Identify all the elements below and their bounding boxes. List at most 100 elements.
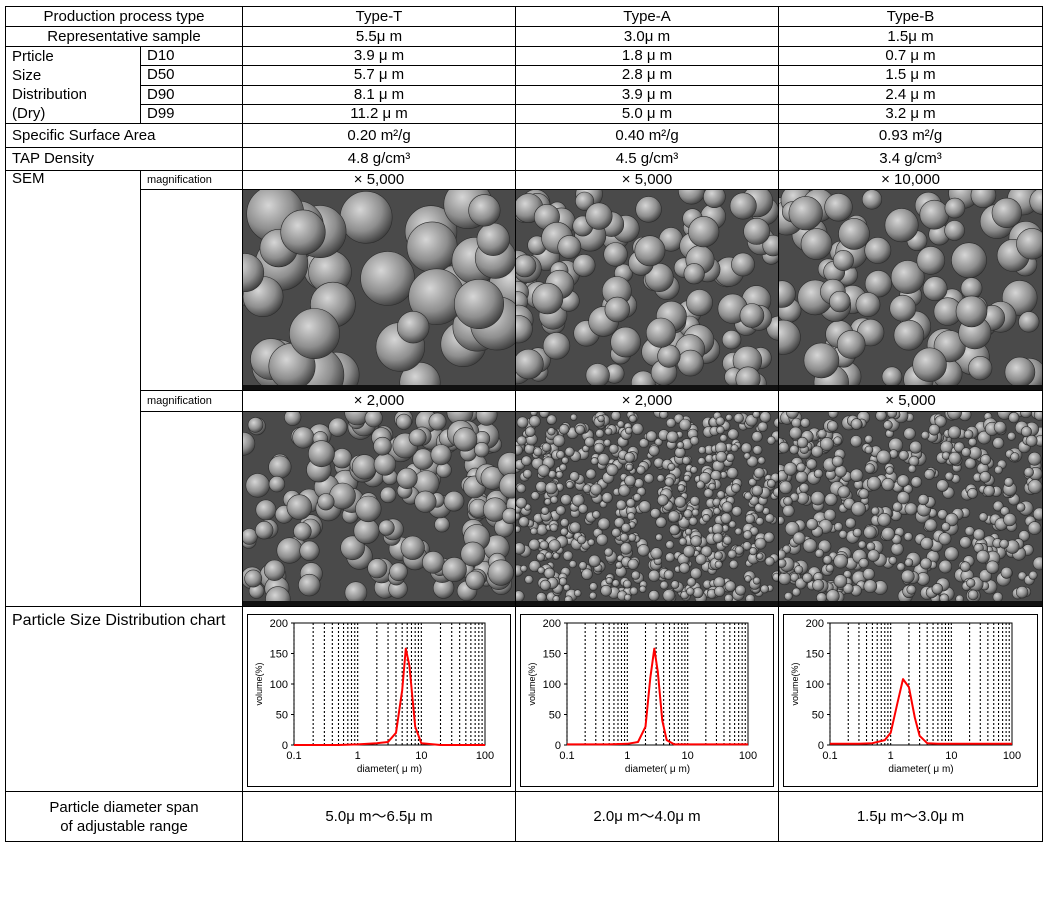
- magnification-value: × 2,000: [515, 390, 780, 412]
- ssa-value: 0.20 m²/g: [242, 123, 517, 148]
- chart-cell-type-b: 0 50 100 150 200 0.1 1 10 100 diameter( μ m) volum…: [778, 606, 1043, 792]
- span-value: 1.5μ m〜3.0μ m: [778, 791, 1043, 842]
- psd-chart-type-t: 0 50 100 150 200 0.1 1 10 100 diameter( μ m) volum…: [254, 618, 494, 775]
- magnification-value: × 2,000: [242, 390, 517, 412]
- x-tick-label: 100: [476, 750, 494, 762]
- magnification-value: × 5,000: [242, 170, 517, 190]
- y-tick-label: 100: [543, 679, 561, 691]
- y-tick-label: 100: [806, 679, 824, 691]
- sem-blank: [139, 189, 244, 391]
- sem-image-type-t-high: [242, 189, 517, 391]
- psd-value: 2.4 μ m: [778, 84, 1043, 105]
- x-tick-label: 0.1: [559, 750, 574, 762]
- y-tick-label: 200: [543, 618, 561, 630]
- psd-value: 0.7 μ m: [778, 45, 1043, 67]
- y-tick-label: 50: [276, 709, 288, 721]
- psd-value: 3.9 μ m: [515, 84, 780, 105]
- x-tick-label: 1: [888, 750, 894, 762]
- x-tick-label: 10: [682, 750, 694, 762]
- psd-row-label: D10: [139, 45, 244, 67]
- plot-frame: [829, 622, 1013, 745]
- ssa-value: 0.93 m²/g: [778, 123, 1043, 148]
- psd-row-label: D50: [139, 65, 244, 86]
- y-tick-label: 0: [555, 740, 561, 752]
- sem-blank: [139, 411, 244, 607]
- magnification-value: × 10,000: [778, 170, 1043, 190]
- plot-frame: [293, 622, 486, 745]
- y-axis-label: volume(%): [527, 662, 537, 705]
- psd-value: 3.9 μ m: [242, 45, 517, 67]
- y-tick-label: 150: [806, 648, 824, 660]
- sem-image-type-b-low: [778, 411, 1043, 607]
- sample-value: 1.5μ m: [778, 26, 1043, 47]
- sem-label: SEM: [5, 170, 141, 607]
- psd-group-line: Prticle: [12, 48, 54, 65]
- y-tick-label: 50: [812, 709, 824, 721]
- psd-value: 2.8 μ m: [515, 65, 780, 86]
- tap-value: 3.4 g/cm³: [778, 147, 1043, 171]
- sem-image-type-a-high: [515, 189, 780, 391]
- y-tick-label: 50: [549, 709, 561, 721]
- x-tick-label: 10: [945, 750, 957, 762]
- header-label: Production process type: [4, 6, 244, 27]
- x-tick-label: 100: [739, 750, 757, 762]
- spec-table: Production process type Type-T Type-A Ty…: [4, 6, 1043, 842]
- psd-group-line: Size: [12, 67, 42, 84]
- x-tick-label: 100: [1003, 750, 1021, 762]
- y-tick-label: 200: [806, 618, 824, 630]
- y-tick-label: 0: [282, 740, 288, 752]
- col-type-t: Type-T: [242, 6, 517, 27]
- y-tick-label: 150: [543, 648, 561, 660]
- psd-value: 1.8 μ m: [515, 45, 780, 67]
- psd-value: 5.0 μ m: [515, 103, 780, 125]
- sample-value: 5.5μ m: [242, 26, 517, 47]
- span-value: 5.0μ m〜6.5μ m: [242, 791, 517, 842]
- y-tick-label: 150: [270, 648, 288, 660]
- tap-value: 4.5 g/cm³: [515, 147, 780, 171]
- distribution-line: [567, 647, 749, 745]
- ssa-label: Specific Surface Area: [4, 123, 244, 148]
- distribution-line: [830, 677, 1013, 745]
- span-label-line: Particle diameter span: [49, 798, 199, 816]
- x-axis-label: diameter( μ m): [888, 764, 953, 775]
- ssa-value: 0.40 m²/g: [515, 123, 780, 148]
- chart-cell-type-a: 0 50 100 150 200 0.1 1 10 100 diameter( μ m) volum…: [515, 606, 780, 792]
- sem-image-type-a-low: [515, 411, 780, 607]
- psd-chart-type-a: 0 50 100 150 200 0.1 1 10 100 diameter( μ m) volum…: [527, 618, 757, 775]
- col-type-b: Type-B: [778, 6, 1043, 27]
- magnification-label: magnification: [139, 170, 244, 190]
- psd-value: 3.2 μ m: [778, 103, 1043, 125]
- x-tick-label: 0.1: [286, 750, 301, 762]
- psd-chart-type-b: 0 50 100 150 200 0.1 1 10 100 diameter( μ m) volum…: [790, 618, 1021, 775]
- magnification-value: × 5,000: [778, 390, 1043, 412]
- sample-label: Representative sample: [4, 26, 244, 47]
- psd-row-label: D90: [139, 84, 244, 105]
- x-axis-label: diameter( μ m): [357, 764, 422, 775]
- chart-row-label: Particle Size Distribution chart: [4, 606, 244, 792]
- psd-value: 1.5 μ m: [778, 65, 1043, 86]
- magnification-value: × 5,000: [515, 170, 780, 190]
- span-value: 2.0μ m〜4.0μ m: [515, 791, 780, 842]
- span-label: Particle diameter span of adjustable ran…: [4, 791, 244, 842]
- psd-value: 11.2 μ m: [242, 103, 517, 125]
- psd-group-label: Prticle Size Distribution (Dry): [5, 46, 141, 124]
- psd-group-line: (Dry): [12, 105, 46, 122]
- psd-value: 8.1 μ m: [242, 84, 517, 105]
- x-axis-label: diameter( μ m): [625, 764, 690, 775]
- y-axis-label: volume(%): [254, 662, 264, 705]
- y-axis-label: volume(%): [790, 662, 800, 705]
- x-tick-label: 0.1: [822, 750, 837, 762]
- x-tick-label: 1: [355, 750, 361, 762]
- col-type-a: Type-A: [515, 6, 780, 27]
- y-tick-label: 200: [270, 618, 288, 630]
- x-tick-label: 10: [415, 750, 427, 762]
- x-tick-label: 1: [624, 750, 630, 762]
- plot-frame: [566, 622, 749, 745]
- sample-value: 3.0μ m: [515, 26, 780, 47]
- magnification-label: magnification: [139, 390, 244, 412]
- psd-group-line: Distribution: [12, 86, 88, 103]
- chart-cell-type-t: 0 50 100 150 200 0.1 1 10 100 diameter( μ m) volum…: [242, 606, 517, 792]
- tap-value: 4.8 g/cm³: [242, 147, 517, 171]
- y-tick-label: 100: [270, 679, 288, 691]
- span-label-line: of adjustable range: [60, 817, 188, 835]
